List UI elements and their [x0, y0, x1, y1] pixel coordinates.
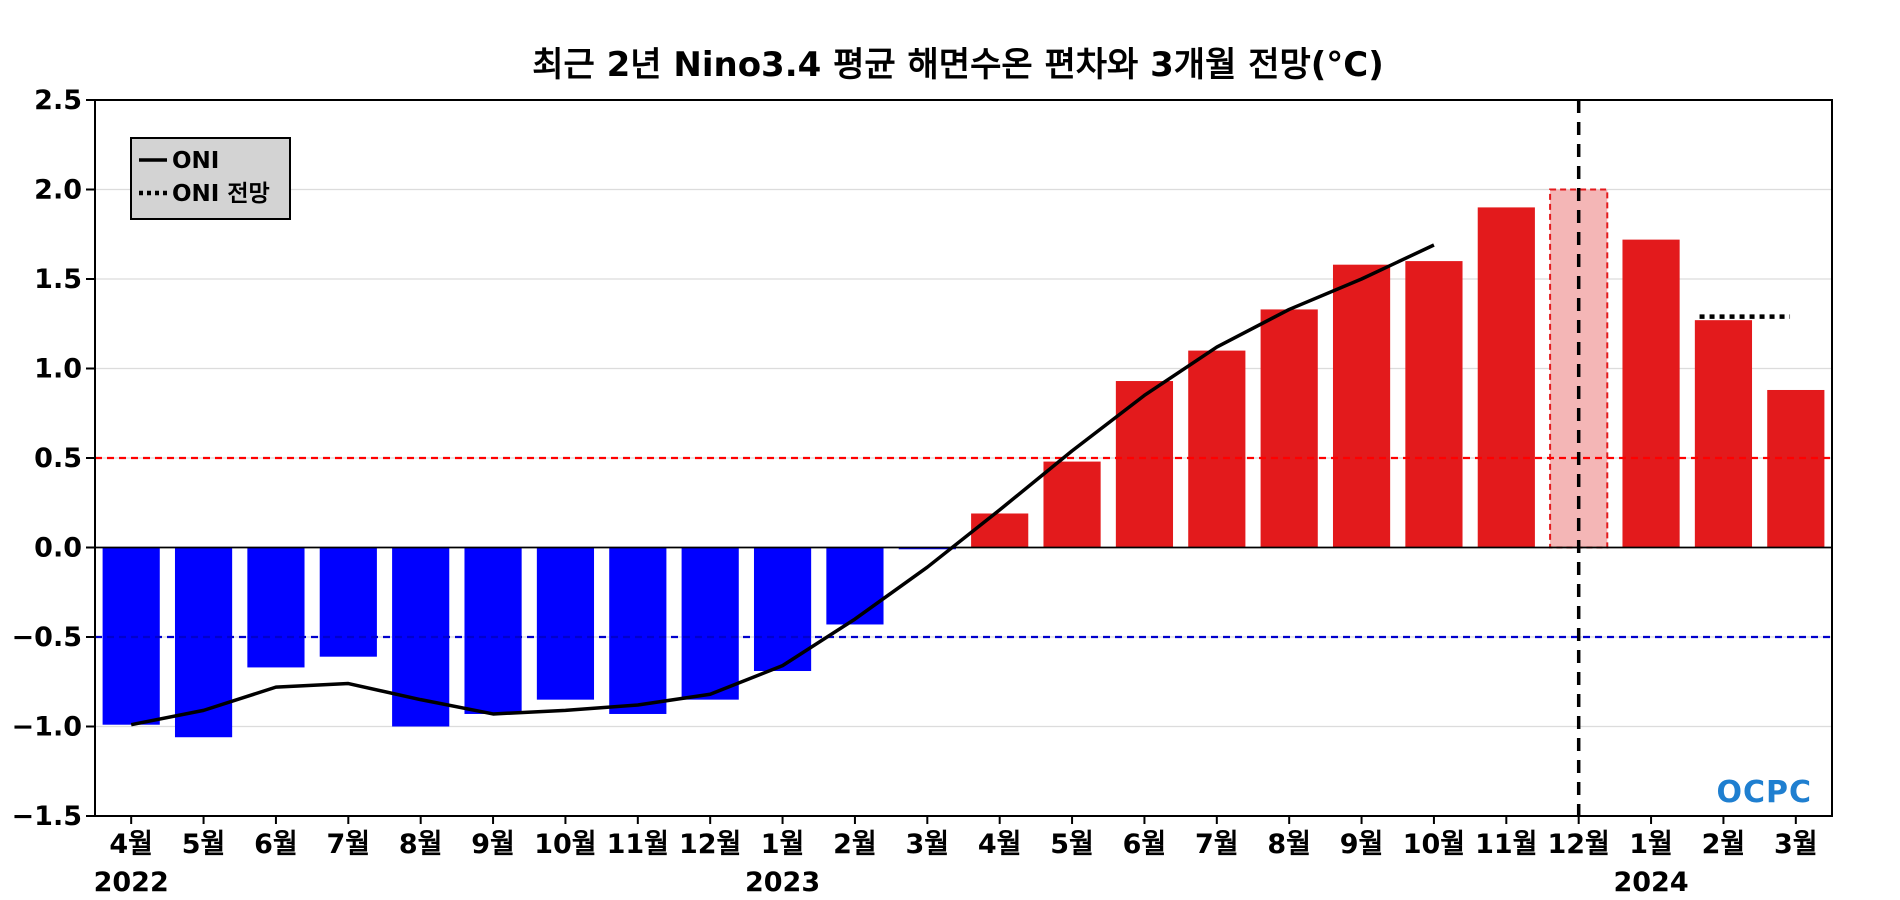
bar-23 [1767, 389, 1825, 548]
bar-16 [1260, 309, 1318, 548]
bars [102, 188, 1825, 738]
bar-5 [464, 547, 522, 714]
y-tick-label-5: 1.0 [34, 354, 82, 385]
year-label-0: 2022 [94, 867, 169, 898]
legend-forecast-label: ONI 전망 [172, 181, 270, 207]
legend: ONI ONI 전망 [130, 137, 291, 220]
y-axis: −1.5 −1.0 −0.5 0.0 0.5 1.0 1.5 2.0 2.5 [12, 85, 95, 832]
y-tick-label-8: 2.5 [34, 85, 82, 116]
bar-22 [1694, 320, 1753, 548]
x-tick-label-15: 7월 [1195, 829, 1239, 860]
x-tick-label-20: 12월 [1547, 829, 1609, 860]
year-label-2: 2024 [1613, 867, 1688, 898]
y-tick-label-2: −0.5 [12, 622, 82, 653]
bar-19 [1477, 207, 1535, 548]
bar-13 [1043, 461, 1101, 548]
x-tick-label-17: 9월 [1340, 829, 1384, 860]
year-label-1: 2023 [745, 867, 820, 898]
bar-14 [1115, 381, 1174, 548]
x-tick-label-6: 10월 [534, 829, 596, 860]
bar-12 [971, 513, 1029, 548]
x-tick-label-23: 3월 [1774, 829, 1818, 860]
y-tick-label-4: 0.5 [34, 443, 82, 474]
y-tick-label-0: −1.5 [12, 801, 82, 832]
x-tick-label-2: 6월 [254, 829, 298, 860]
x-tick-label-1: 5월 [182, 829, 226, 860]
bar-6 [536, 547, 595, 700]
reference-lines [95, 100, 1832, 816]
y-tick-label-7: 2.0 [34, 175, 82, 206]
bar-3 [319, 547, 377, 657]
y-tick-label-1: −1.0 [12, 712, 82, 743]
x-tick-label-14: 6월 [1123, 829, 1167, 860]
bar-21 [1622, 239, 1680, 548]
x-tick-label-7: 11월 [607, 829, 669, 860]
legend-oni-label: ONI [172, 148, 219, 174]
legend-box [130, 137, 291, 220]
x-tick-label-19: 11월 [1475, 829, 1537, 860]
bar-7 [609, 547, 667, 714]
bar-15 [1188, 350, 1246, 548]
x-tick-label-22: 2월 [1702, 829, 1746, 860]
x-tick-label-12: 4월 [978, 829, 1022, 860]
bar-9 [753, 547, 812, 672]
x-tick-label-4: 8월 [399, 829, 443, 860]
chart-title: 최근 2년 Nino3.4 평균 해면수온 편차와 3개월 전망(°C) [532, 45, 1384, 85]
x-tick-label-16: 8월 [1267, 829, 1311, 860]
x-tick-label-0: 4월 [109, 829, 153, 860]
bar-18 [1405, 261, 1463, 548]
x-tick-label-21: 1월 [1629, 829, 1673, 860]
x-tick-label-3: 7월 [326, 829, 370, 860]
bar-10 [826, 547, 884, 625]
x-tick-label-10: 2월 [833, 829, 877, 860]
y-tick-label-3: 0.0 [34, 533, 82, 564]
bar-8 [681, 547, 739, 700]
oni-line [130, 243, 1435, 727]
oni-lines [130, 243, 1791, 727]
x-tick-label-5: 9월 [471, 829, 515, 860]
x-tick-label-13: 5월 [1050, 829, 1094, 860]
x-tick-label-11: 3월 [905, 829, 949, 860]
x-tick-label-18: 10월 [1403, 829, 1465, 860]
x-axis: 4월 5월 6월 7월 8월 9월 10월 11월 12월 1월 2월 3월 4월 5월 6월 7월 8월 9월 1… [94, 816, 1818, 898]
x-tick-label-9: 1월 [761, 829, 805, 860]
bar-2 [247, 547, 305, 668]
x-tick-label-8: 12월 [679, 829, 741, 860]
y-tick-label-6: 1.5 [34, 264, 82, 295]
ocpc-logo: OCPC [1716, 775, 1812, 810]
bar-17 [1332, 264, 1391, 548]
